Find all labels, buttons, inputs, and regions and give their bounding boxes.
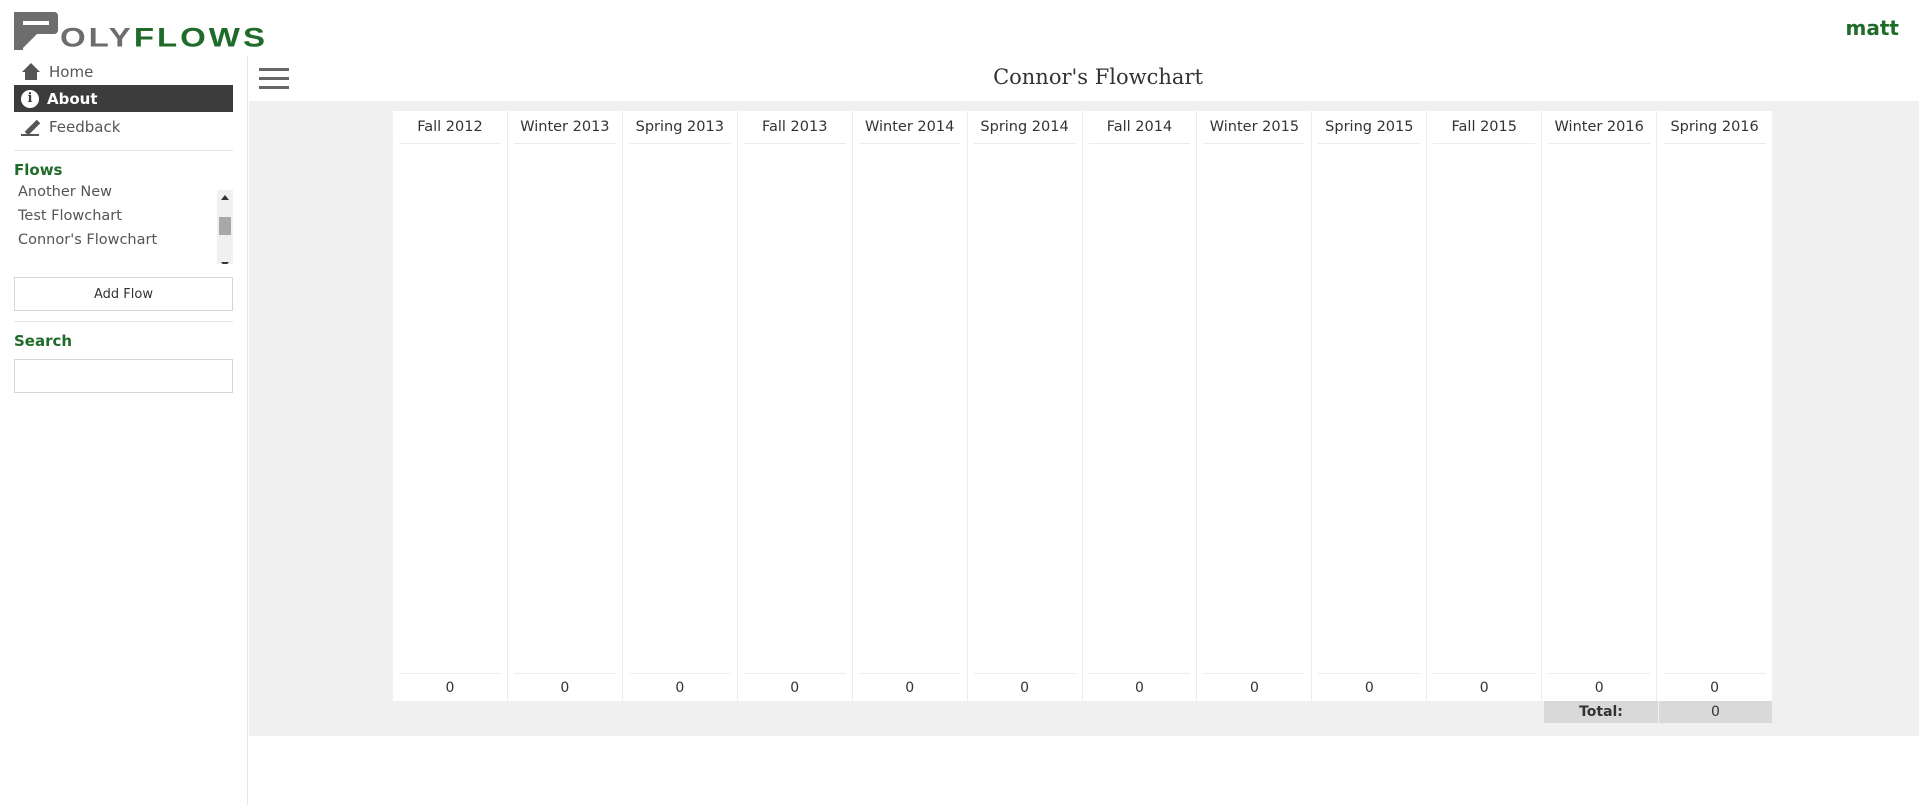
page-title: Connor's Flowchart <box>993 65 1203 89</box>
term-units: 0 <box>513 673 616 701</box>
term-header: Winter 2016 <box>1548 111 1651 144</box>
term-units: 0 <box>973 673 1076 701</box>
sidebar: Home i About Feedback Flows Another New … <box>0 56 248 805</box>
sidebar-item-label: Home <box>49 62 94 81</box>
term-units: 0 <box>743 673 846 701</box>
term-units: 0 <box>858 673 961 701</box>
flowchart-canvas: Fall 2012 0 Winter 2013 0 Spring 2013 0 Fal… <box>249 101 1919 736</box>
term-header: Fall 2013 <box>743 111 846 144</box>
term-units: 0 <box>1318 673 1421 701</box>
sidebar-item-about[interactable]: i About <box>14 85 233 112</box>
term-grid: Fall 2012 0 Winter 2013 0 Spring 2013 0 Fal… <box>393 111 1773 701</box>
term-column[interactable]: Spring 2013 0 <box>622 111 738 701</box>
term-column[interactable]: Winter 2016 0 <box>1542 111 1658 701</box>
polyflows-logo[interactable]: OLYFLOWS <box>14 8 268 53</box>
term-header: Winter 2015 <box>1203 111 1306 144</box>
add-flow-button[interactable]: Add Flow <box>14 277 233 311</box>
flow-item-another-new[interactable]: Another New <box>18 184 112 200</box>
home-icon <box>21 62 41 81</box>
sidebar-item-feedback[interactable]: Feedback <box>14 113 233 140</box>
main-header: Connor's Flowchart <box>249 57 1919 101</box>
search-input[interactable] <box>14 359 233 393</box>
scroll-thumb[interactable] <box>219 217 231 235</box>
term-units: 0 <box>628 673 731 701</box>
scroll-down-arrow-icon[interactable] <box>221 262 229 264</box>
term-header: Spring 2013 <box>628 111 731 144</box>
pencil-icon <box>21 118 41 136</box>
total-units-value: 0 <box>1659 701 1772 723</box>
logo-text-oly: OLY <box>60 22 134 53</box>
app-header: OLYFLOWS matt <box>0 0 1919 56</box>
term-column[interactable]: Spring 2016 0 <box>1657 111 1773 701</box>
term-units: 0 <box>1203 673 1306 701</box>
term-column[interactable]: Winter 2015 0 <box>1197 111 1313 701</box>
term-column[interactable]: Spring 2014 0 <box>967 111 1083 701</box>
search-section-title: Search <box>14 332 73 350</box>
flow-item-connors-flowchart[interactable]: Connor's Flowchart <box>18 232 158 248</box>
term-units: 0 <box>399 673 501 701</box>
term-column[interactable]: Fall 2014 0 <box>1082 111 1198 701</box>
logo-wordmark: OLYFLOWS <box>60 22 268 53</box>
sidebar-divider <box>14 321 233 322</box>
user-menu[interactable]: matt <box>1845 16 1899 40</box>
term-header: Spring 2015 <box>1318 111 1421 144</box>
term-header: Winter 2013 <box>513 111 616 144</box>
term-units: 0 <box>1433 673 1536 701</box>
logo-p-mark <box>14 10 58 50</box>
term-header: Fall 2015 <box>1433 111 1536 144</box>
term-units: 0 <box>1088 673 1191 701</box>
term-units: 0 <box>1663 673 1767 701</box>
scroll-up-arrow-icon[interactable] <box>221 195 229 200</box>
term-header: Spring 2016 <box>1663 111 1767 144</box>
flows-list[interactable]: Another New Test Flowchart Connor's Flow… <box>14 182 233 264</box>
sidebar-item-label: About <box>47 89 98 108</box>
term-header: Spring 2014 <box>973 111 1076 144</box>
term-header: Winter 2014 <box>858 111 961 144</box>
sidebar-divider <box>14 150 233 151</box>
flow-item-test-flowchart[interactable]: Test Flowchart <box>18 208 122 224</box>
term-column[interactable]: Fall 2013 0 <box>737 111 853 701</box>
term-units: 0 <box>1548 673 1651 701</box>
total-units-label: Total: <box>1544 701 1658 723</box>
flows-section-title: Flows <box>14 161 63 179</box>
term-column[interactable]: Winter 2014 0 <box>852 111 968 701</box>
hamburger-menu-icon[interactable] <box>259 68 289 90</box>
logo-text-flows: FLOWS <box>133 22 268 53</box>
term-column[interactable]: Fall 2015 0 <box>1427 111 1543 701</box>
term-header: Fall 2012 <box>399 111 501 144</box>
sidebar-item-home[interactable]: Home <box>14 58 233 85</box>
term-header: Fall 2014 <box>1088 111 1191 144</box>
term-column[interactable]: Spring 2015 0 <box>1312 111 1428 701</box>
term-column[interactable]: Winter 2013 0 <box>507 111 623 701</box>
flows-scrollbar[interactable] <box>217 190 233 264</box>
sidebar-item-label: Feedback <box>49 117 121 136</box>
info-icon: i <box>21 89 39 108</box>
term-column[interactable]: Fall 2012 0 <box>393 111 508 701</box>
